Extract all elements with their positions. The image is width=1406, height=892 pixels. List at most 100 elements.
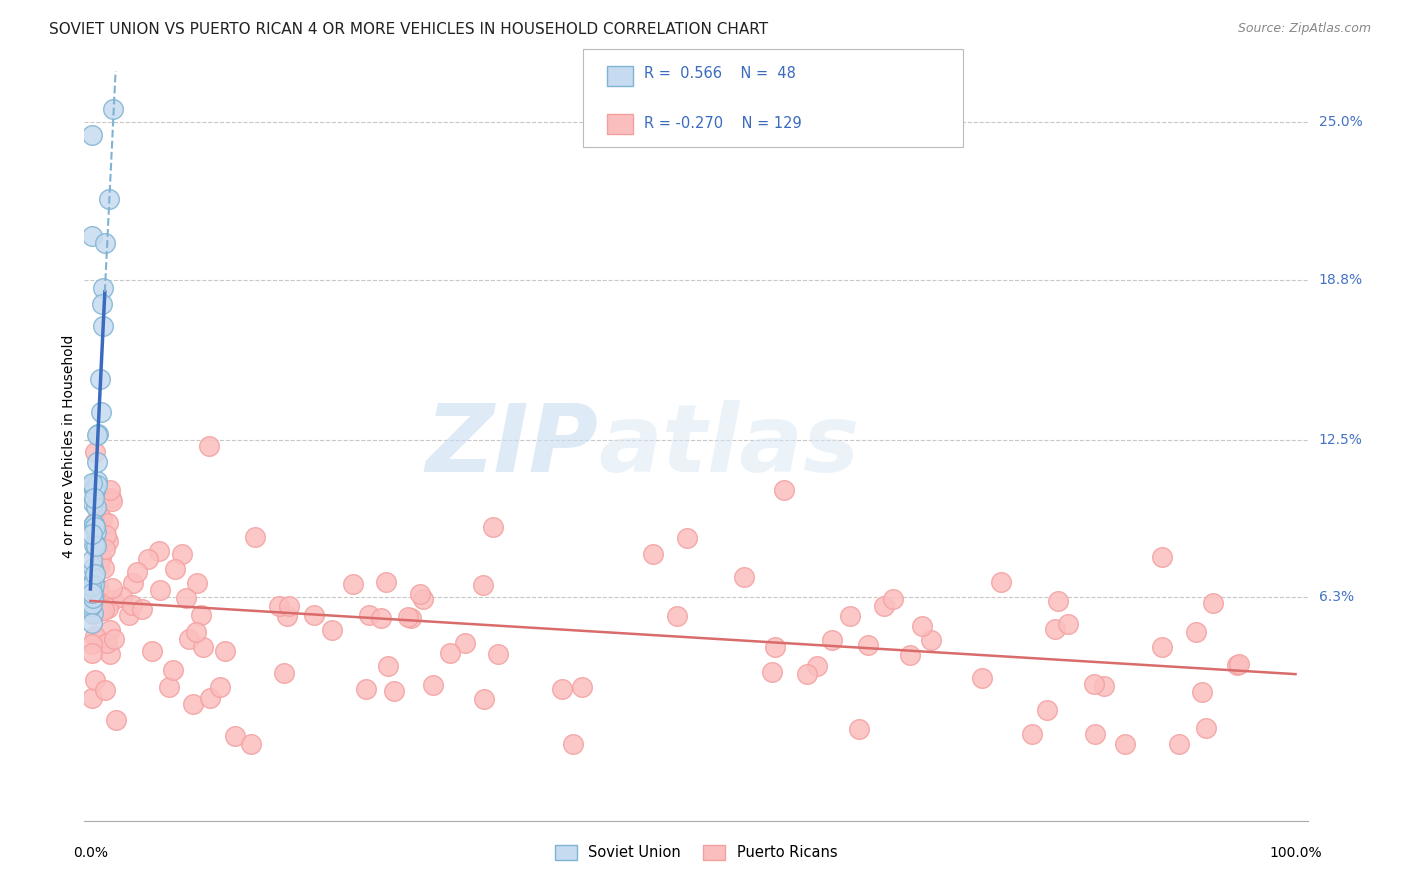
- Text: Source: ZipAtlas.com: Source: ZipAtlas.com: [1237, 22, 1371, 36]
- Puerto Ricans: [197, 439, 219, 453]
- Text: 100.0%: 100.0%: [1270, 846, 1322, 860]
- Puerto Ricans: [148, 544, 170, 558]
- Puerto Ricans: [370, 611, 392, 625]
- Text: 18.8%: 18.8%: [1319, 273, 1362, 286]
- Soviet Union: [87, 427, 110, 442]
- Text: 6.3%: 6.3%: [1319, 591, 1354, 604]
- Soviet Union: [83, 566, 105, 581]
- Puerto Ricans: [357, 608, 380, 623]
- Puerto Ricans: [149, 583, 172, 598]
- Soviet Union: [83, 481, 105, 495]
- Puerto Ricans: [910, 619, 932, 633]
- Puerto Ricans: [80, 691, 103, 706]
- Puerto Ricans: [761, 665, 783, 679]
- Soviet Union: [83, 571, 105, 585]
- Puerto Ricans: [100, 491, 122, 505]
- Soviet Union: [84, 539, 107, 553]
- Puerto Ricans: [1046, 594, 1069, 608]
- Puerto Ricans: [377, 659, 399, 673]
- Soviet Union: [82, 478, 104, 492]
- Puerto Ricans: [471, 577, 494, 591]
- Soviet Union: [80, 128, 103, 142]
- Soviet Union: [83, 483, 105, 497]
- Puerto Ricans: [267, 599, 290, 613]
- Text: R = -0.270    N = 129: R = -0.270 N = 129: [644, 116, 801, 130]
- Puerto Ricans: [374, 574, 396, 589]
- Puerto Ricans: [84, 673, 107, 688]
- Puerto Ricans: [550, 682, 572, 697]
- Soviet Union: [91, 281, 114, 295]
- Soviet Union: [83, 538, 105, 552]
- Soviet Union: [86, 474, 108, 488]
- Puerto Ricans: [179, 632, 201, 646]
- Puerto Ricans: [89, 508, 111, 523]
- Puerto Ricans: [838, 609, 860, 624]
- Puerto Ricans: [409, 587, 432, 601]
- Puerto Ricans: [181, 697, 204, 711]
- Puerto Ricans: [131, 602, 153, 616]
- Soviet Union: [82, 518, 104, 533]
- Puerto Ricans: [773, 483, 796, 498]
- Puerto Ricans: [1150, 640, 1173, 655]
- Puerto Ricans: [412, 592, 434, 607]
- Soviet Union: [82, 585, 104, 599]
- Soviet Union: [80, 588, 103, 602]
- Puerto Ricans: [186, 625, 208, 640]
- Puerto Ricans: [1227, 657, 1250, 671]
- Puerto Ricans: [481, 520, 503, 534]
- Puerto Ricans: [87, 633, 110, 648]
- Soviet Union: [82, 591, 104, 605]
- Puerto Ricans: [93, 603, 115, 617]
- Soviet Union: [82, 560, 104, 574]
- Text: 25.0%: 25.0%: [1319, 115, 1362, 129]
- Puerto Ricans: [1191, 685, 1213, 699]
- Puerto Ricans: [84, 515, 107, 529]
- Puerto Ricans: [454, 636, 477, 650]
- Puerto Ricans: [561, 738, 583, 752]
- Soviet Union: [83, 537, 105, 551]
- Puerto Ricans: [117, 608, 139, 623]
- Puerto Ricans: [382, 684, 405, 698]
- Puerto Ricans: [243, 530, 266, 544]
- Puerto Ricans: [1201, 596, 1223, 610]
- Puerto Ricans: [214, 644, 236, 658]
- Puerto Ricans: [209, 680, 232, 694]
- Puerto Ricans: [224, 729, 246, 743]
- Puerto Ricans: [96, 636, 118, 650]
- Puerto Ricans: [278, 599, 301, 613]
- Soviet Union: [90, 404, 112, 418]
- Puerto Ricans: [1092, 679, 1115, 693]
- Puerto Ricans: [198, 690, 221, 705]
- Puerto Ricans: [873, 599, 896, 613]
- Puerto Ricans: [186, 576, 208, 591]
- Y-axis label: 4 or more Vehicles in Household: 4 or more Vehicles in Household: [62, 334, 76, 558]
- Puerto Ricans: [920, 633, 942, 648]
- Puerto Ricans: [1083, 677, 1105, 691]
- Puerto Ricans: [273, 665, 295, 680]
- Puerto Ricans: [83, 445, 105, 459]
- Text: 12.5%: 12.5%: [1319, 433, 1362, 447]
- Puerto Ricans: [1168, 738, 1191, 752]
- Soviet Union: [86, 477, 108, 491]
- Puerto Ricans: [439, 646, 461, 660]
- Text: 0.0%: 0.0%: [73, 846, 108, 860]
- Soviet Union: [86, 427, 108, 442]
- Puerto Ricans: [93, 601, 115, 615]
- Puerto Ricans: [643, 547, 665, 561]
- Soviet Union: [93, 235, 115, 250]
- Soviet Union: [82, 229, 104, 244]
- Puerto Ricans: [98, 483, 121, 497]
- Puerto Ricans: [125, 565, 148, 579]
- Legend: Soviet Union, Puerto Ricans: Soviet Union, Puerto Ricans: [548, 838, 844, 866]
- Puerto Ricans: [82, 607, 104, 622]
- Puerto Ricans: [1195, 721, 1218, 735]
- Soviet Union: [84, 520, 107, 534]
- Puerto Ricans: [94, 541, 117, 556]
- Puerto Ricans: [422, 677, 444, 691]
- Soviet Union: [82, 476, 104, 491]
- Puerto Ricans: [157, 681, 180, 695]
- Soviet Union: [80, 599, 103, 613]
- Soviet Union: [82, 616, 104, 631]
- Puerto Ricans: [856, 638, 879, 652]
- Puerto Ricans: [990, 575, 1012, 590]
